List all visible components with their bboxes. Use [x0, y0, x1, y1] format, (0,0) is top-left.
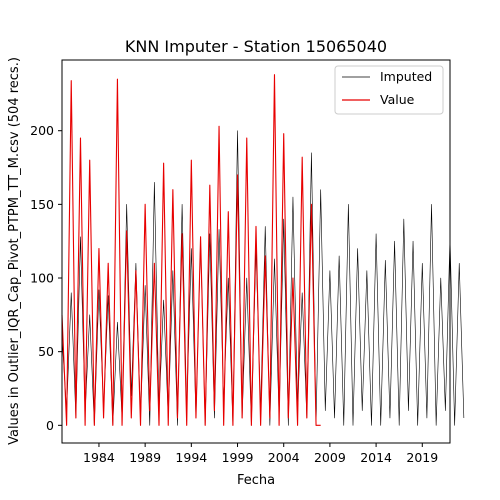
y-tick-label: 0: [46, 418, 54, 433]
y-axis-label: Values in Outlier_IQR_Cap_Pivot_PTPM_TT_…: [7, 57, 22, 445]
x-axis-label: Fecha: [237, 473, 275, 488]
y-tick-label: 200: [30, 123, 54, 138]
series-line-value: [61, 74, 321, 426]
legend-label-value: Value: [380, 92, 415, 107]
legend-label-imputed: Imputed: [380, 69, 432, 84]
x-tick-label: 2009: [314, 450, 346, 465]
x-axis-ticks: 1984 1989 1994 1999 2004 2009 2014 2019: [83, 443, 438, 465]
x-tick-label: 1999: [222, 450, 254, 465]
x-tick-label: 1994: [175, 450, 207, 465]
y-axis-ticks: 0 50 100 150 200: [30, 123, 62, 433]
legend: Imputed Value: [334, 65, 444, 115]
y-tick-label: 150: [30, 197, 54, 212]
legend-box: [334, 65, 444, 115]
x-tick-label: 1989: [129, 450, 161, 465]
x-tick-label: 2014: [360, 450, 392, 465]
plot-lines: [61, 74, 465, 426]
y-tick-label: 100: [30, 271, 54, 286]
series-line-imputed: [61, 130, 465, 426]
chart-title: KNN Imputer - Station 15065040: [125, 37, 387, 56]
plot-frame: [61, 59, 451, 444]
x-tick-label: 2004: [268, 450, 300, 465]
x-tick-label: 2019: [406, 450, 438, 465]
x-tick-label: 1984: [83, 450, 115, 465]
y-tick-label: 50: [38, 344, 54, 359]
